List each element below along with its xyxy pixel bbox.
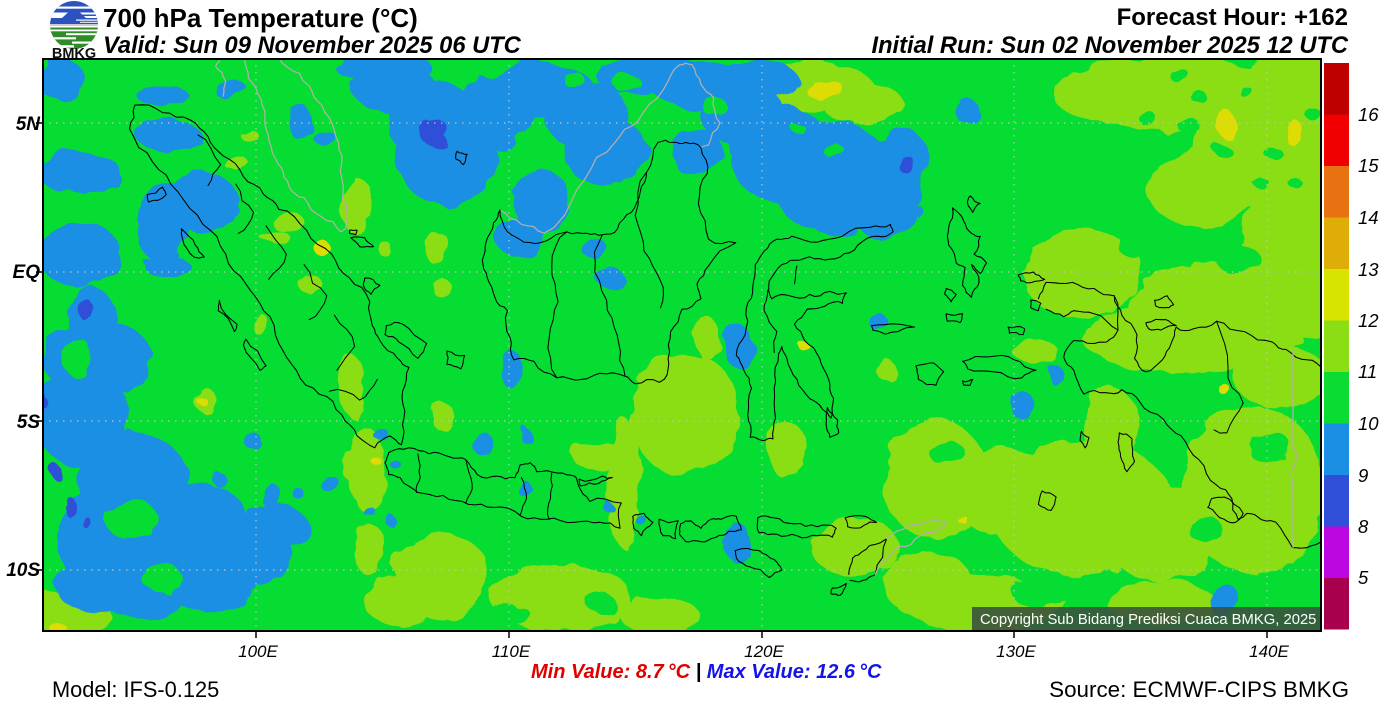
svg-text:130E: 130E (996, 642, 1036, 661)
svg-text:11: 11 (1358, 361, 1377, 382)
svg-text:14: 14 (1358, 207, 1379, 228)
svg-text:10S: 10S (6, 560, 40, 581)
svg-text:5: 5 (1358, 567, 1369, 588)
svg-text:10: 10 (1358, 413, 1379, 434)
svg-text:120E: 120E (744, 642, 784, 661)
svg-text:12: 12 (1358, 310, 1379, 331)
svg-text:16: 16 (1358, 104, 1379, 125)
svg-text:110E: 110E (492, 642, 531, 661)
svg-text:5S: 5S (17, 412, 41, 433)
svg-text:5N: 5N (16, 114, 42, 135)
svg-text:140E: 140E (1249, 642, 1289, 661)
svg-text:EQ: EQ (13, 262, 41, 283)
svg-text:BMKG: BMKG (52, 46, 96, 60)
svg-text:9: 9 (1358, 465, 1368, 486)
svg-text:100E: 100E (238, 642, 278, 661)
svg-text:8: 8 (1358, 516, 1369, 537)
svg-text:Copyright Sub Bidang Prediksi: Copyright Sub Bidang Prediksi Cuaca BMKG… (980, 612, 1316, 628)
svg-text:15: 15 (1358, 155, 1379, 176)
svg-text:13: 13 (1358, 259, 1379, 280)
